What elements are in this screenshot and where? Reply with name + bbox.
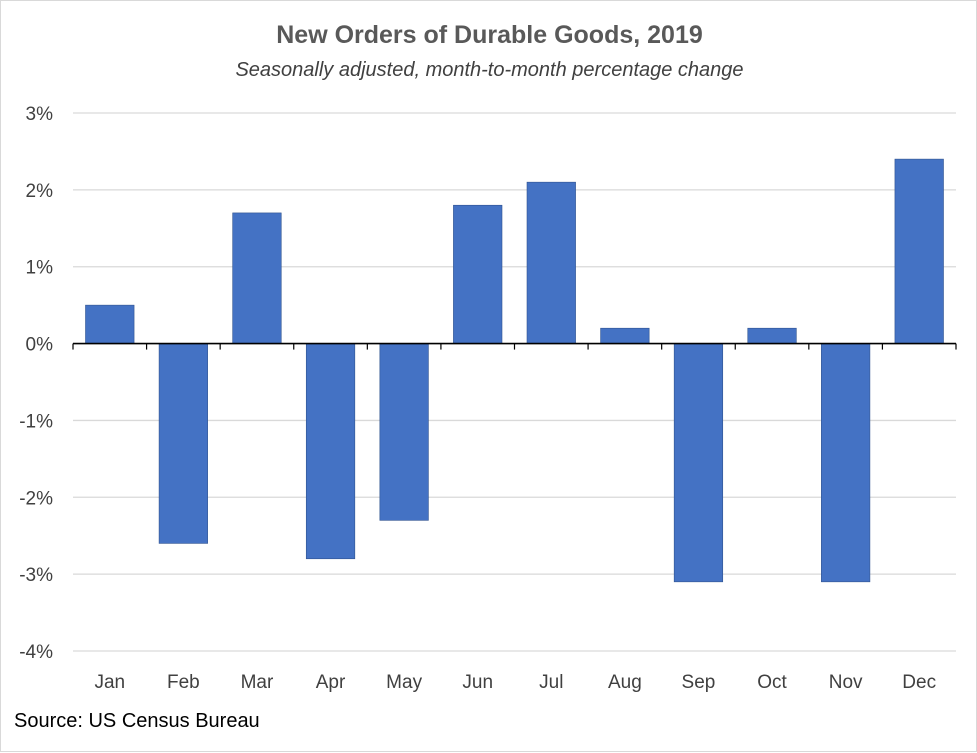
x-tick-label: Sep xyxy=(682,672,716,693)
chart-subtitle: Seasonally adjusted, month-to-month perc… xyxy=(235,59,744,81)
bars xyxy=(85,158,944,583)
y-tick-label: 3% xyxy=(26,104,54,125)
x-tick-label: Feb xyxy=(167,672,200,693)
x-tick-label: Aug xyxy=(608,672,642,693)
y-tick-label: 1% xyxy=(26,258,54,279)
x-tick-label: Dec xyxy=(902,672,936,693)
x-tick-label: Jul xyxy=(539,672,563,693)
bar-apr xyxy=(305,343,356,560)
bar-may xyxy=(379,343,429,521)
bar-oct xyxy=(747,327,797,344)
x-tick-label: May xyxy=(386,672,422,693)
x-axis xyxy=(72,342,957,350)
y-tick-label: -2% xyxy=(19,488,53,509)
gridlines xyxy=(73,112,956,652)
y-tick-label: 2% xyxy=(26,181,54,202)
bar-jun xyxy=(453,204,503,344)
x-tick-label: Mar xyxy=(241,672,274,693)
bar-aug xyxy=(600,327,650,344)
bar-mar xyxy=(232,212,282,344)
bar-jan xyxy=(85,304,135,344)
source-note: Source: US Census Bureau xyxy=(14,710,260,732)
y-axis-tick-labels: -4% -3% -2% -1% 0% 1% 2% 3% xyxy=(19,104,53,663)
x-tick-label: Jan xyxy=(94,672,125,693)
bar-jul xyxy=(526,181,576,344)
bar-sep xyxy=(673,343,724,583)
y-tick-label: -3% xyxy=(19,565,53,586)
x-tick-label: Oct xyxy=(757,672,787,693)
y-tick-label: -4% xyxy=(19,642,53,663)
x-tick-label: Jun xyxy=(462,672,493,693)
x-axis-tick-labels: Jan Feb Mar Apr May Jun Jul Aug Sep Oct Nov Dec xyxy=(94,672,936,693)
x-tick-label: Apr xyxy=(316,672,346,693)
chart-title: New Orders of Durable Goods, 2019 xyxy=(276,21,703,49)
bar-feb xyxy=(158,343,208,544)
bar-dec xyxy=(894,158,944,344)
bar-nov xyxy=(821,343,871,583)
x-tick-label: Nov xyxy=(829,672,863,693)
y-tick-label: -1% xyxy=(19,411,53,432)
y-tick-label: 0% xyxy=(26,335,54,356)
